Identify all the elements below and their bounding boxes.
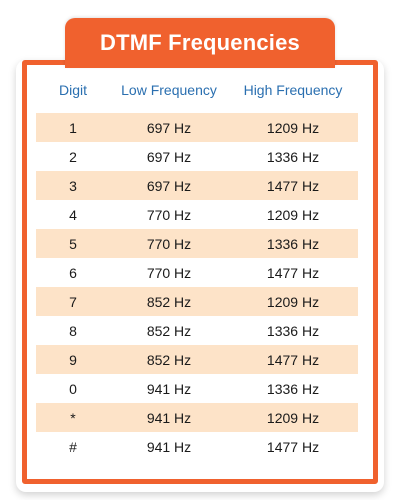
digit-cell: *: [70, 409, 76, 426]
low-frequency-cell: 941 Hz: [146, 380, 192, 397]
low-frequency-cell: 770 Hz: [146, 235, 192, 252]
high-frequency-cell: 1209 Hz: [266, 409, 320, 426]
table-row: # 941 Hz 1477 Hz: [36, 432, 358, 461]
header-low-frequency: Low Frequency: [121, 82, 217, 98]
low-frequency-cell: 697 Hz: [146, 119, 192, 136]
high-frequency-cell: 1477 Hz: [266, 177, 320, 194]
digit-cell: 3: [69, 177, 77, 194]
low-frequency-cell: 852 Hz: [146, 322, 192, 339]
page-title: DTMF Frequencies: [99, 30, 300, 55]
table-header: Digit Low Frequency High Frequency: [36, 78, 358, 102]
high-frequency-cell: 1336 Hz: [266, 148, 320, 165]
digit-cell: #: [69, 438, 77, 455]
high-frequency-cell: 1209 Hz: [266, 206, 320, 223]
high-frequency-cell: 1336 Hz: [266, 322, 320, 339]
low-frequency-cell: 770 Hz: [146, 206, 192, 223]
digit-cell: 6: [69, 264, 77, 281]
table-row: 4 770 Hz 1209 Hz: [36, 200, 358, 229]
low-frequency-cell: 697 Hz: [146, 148, 192, 165]
digit-cell: 1: [69, 119, 77, 136]
high-frequency-cell: 1336 Hz: [266, 235, 320, 252]
high-frequency-cell: 1336 Hz: [266, 380, 320, 397]
table-row: 6 770 Hz 1477 Hz: [36, 258, 358, 287]
low-frequency-cell: 941 Hz: [146, 409, 192, 426]
digit-cell: 4: [69, 206, 77, 223]
high-frequency-cell: 1209 Hz: [266, 293, 320, 310]
table-row: * 941 Hz 1209 Hz: [36, 403, 358, 432]
table-row: 2 697 Hz 1336 Hz: [36, 142, 358, 171]
digit-cell: 8: [69, 322, 77, 339]
high-frequency-cell: 1477 Hz: [266, 264, 320, 281]
table-row: 0 941 Hz 1336 Hz: [36, 374, 358, 403]
low-frequency-cell: 697 Hz: [146, 177, 192, 194]
digit-cell: 7: [69, 293, 77, 310]
table-row: 1 697 Hz 1209 Hz: [36, 113, 358, 142]
table-body: 1 697 Hz 1209 Hz 2 697 Hz 1336 Hz 3 697 …: [36, 113, 358, 461]
table-row: 5 770 Hz 1336 Hz: [36, 229, 358, 258]
low-frequency-cell: 852 Hz: [146, 351, 192, 368]
title-tab: DTMF Frequencies: [65, 18, 335, 68]
high-frequency-cell: 1477 Hz: [266, 351, 320, 368]
header-high-frequency: High Frequency: [243, 82, 343, 98]
table-row: 9 852 Hz 1477 Hz: [36, 345, 358, 374]
high-frequency-cell: 1209 Hz: [266, 119, 320, 136]
high-frequency-cell: 1477 Hz: [266, 438, 320, 455]
digit-cell: 0: [69, 380, 77, 397]
low-frequency-cell: 852 Hz: [146, 293, 192, 310]
digit-cell: 5: [69, 235, 77, 252]
digit-cell: 9: [69, 351, 77, 368]
header-digit: Digit: [58, 82, 87, 98]
low-frequency-cell: 941 Hz: [146, 438, 192, 455]
digit-cell: 2: [69, 148, 77, 165]
table-row: 7 852 Hz 1209 Hz: [36, 287, 358, 316]
table-row: 8 852 Hz 1336 Hz: [36, 316, 358, 345]
low-frequency-cell: 770 Hz: [146, 264, 192, 281]
table-row: 3 697 Hz 1477 Hz: [36, 171, 358, 200]
